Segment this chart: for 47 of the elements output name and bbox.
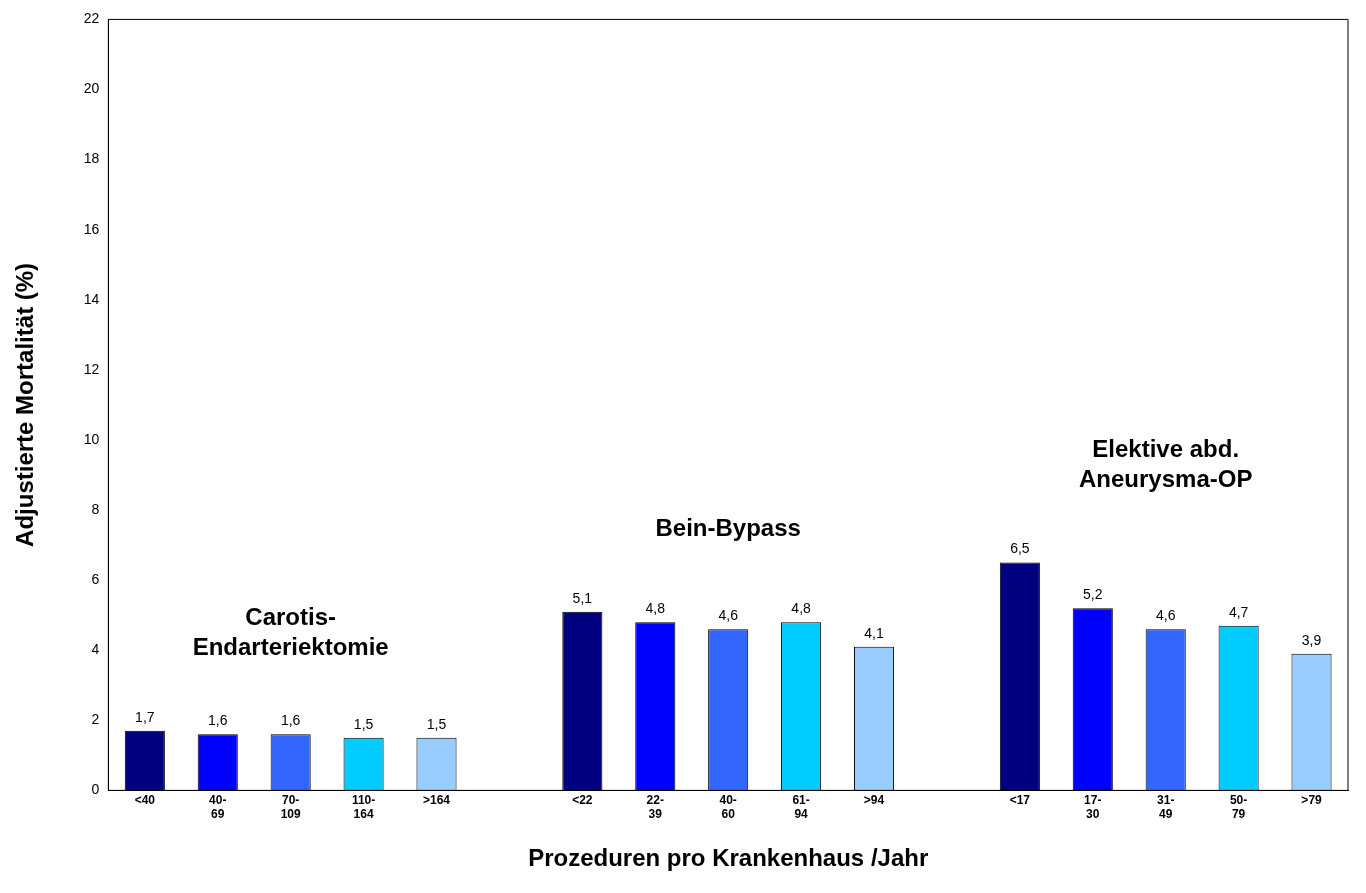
x-tick-label: 50- 79 [1229,792,1248,822]
data-label: 4,7 [1228,603,1249,620]
x-tick-label: <17 [1009,792,1031,807]
y-tick-label: 20 [83,80,100,97]
data-label: 4,1 [864,624,884,641]
data-label: 1,5 [426,715,447,732]
data-label: 4,8 [645,600,666,617]
y-tick-label: 10 [83,430,100,447]
x-tick-label: 40- 60 [719,792,737,822]
data-label: 1,6 [208,712,228,729]
x-tick-label: >164 [422,792,451,807]
data-label: 1,5 [353,715,374,732]
data-label: 3,9 [1301,631,1322,648]
y-tick-label: 14 [83,290,100,307]
y-tick-label: 12 [83,360,100,377]
annotation: Elektive abd. Aneurysma-OP [1079,435,1253,493]
y-tick-label: 22 [83,10,100,27]
x-tick-label: >94 [863,792,885,807]
x-tick-label: <40 [134,792,156,807]
y-tick-label: 0 [91,781,100,798]
x-tick-label: <22 [572,792,593,807]
annotation: Carotis- Endarteriektomie [192,603,389,661]
x-tick-label: 22- 39 [646,792,664,822]
x-tick-label: >79 [1301,792,1323,807]
x-tick-label: 61- 94 [792,792,810,822]
data-label: 1,7 [135,708,155,725]
y-tick-label: 8 [91,500,100,517]
x-tick-label: 110- 164 [351,792,376,822]
x-tick-label: 31- 49 [1157,792,1175,822]
x-axis-title: Prozeduren pro Krankenhaus /Jahr [528,844,929,872]
y-tick-label: 18 [83,150,100,167]
data-label: 5,1 [572,589,593,606]
x-tick-label: 70- 109 [280,792,301,822]
y-tick-label: 16 [83,220,100,237]
data-label: 1,6 [280,712,301,729]
data-label: 4,8 [791,600,812,617]
y-tick-label: 4 [91,641,100,658]
y-axis-title: Adjustierte Mortalität (%) [11,262,39,547]
data-label: 4,6 [1155,607,1176,624]
annotation: Bein-Bypass [655,514,801,542]
data-label: 5,2 [1083,586,1103,603]
data-label: 4,6 [718,607,739,624]
x-tick-label: 17- 30 [1084,792,1102,822]
y-tick-label: 6 [91,570,100,587]
y-tick-label: 2 [91,711,100,728]
x-tick-label: 40- 69 [209,792,227,822]
data-label: 6,5 [1010,540,1030,557]
